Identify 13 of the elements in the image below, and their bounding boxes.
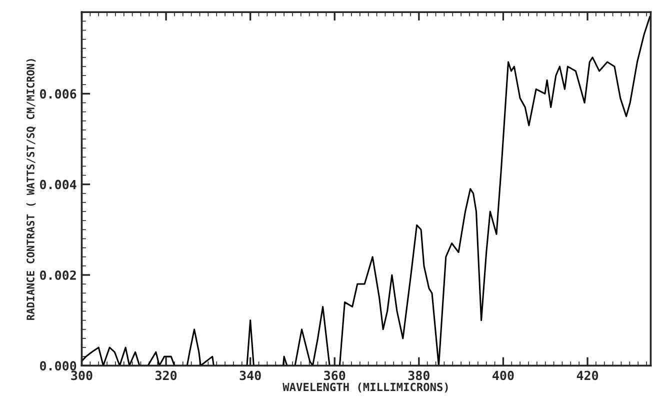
x-tick-label: 300 — [71, 370, 92, 380]
y-tick-label: 0.004 — [40, 180, 76, 190]
x-tick-label: 360 — [324, 370, 346, 380]
y-tick-label: 0.000 — [40, 361, 76, 371]
y-axis-title: RADIANCE CONTRAST ( WATTS/ST/SQ CM/MICRON) — [26, 59, 36, 320]
x-tick-label: 340 — [240, 370, 261, 380]
x-tick-label: 420 — [576, 370, 598, 380]
x-tick-label: 320 — [156, 370, 177, 380]
x-axis-title: WAVELENGTH (MILLIMICRONS) — [282, 382, 448, 392]
y-tick-label: 0.002 — [40, 270, 76, 280]
x-tick-label: 400 — [492, 370, 514, 380]
y-tick-label: 0.006 — [40, 89, 76, 99]
x-tick-label: 380 — [408, 370, 430, 380]
